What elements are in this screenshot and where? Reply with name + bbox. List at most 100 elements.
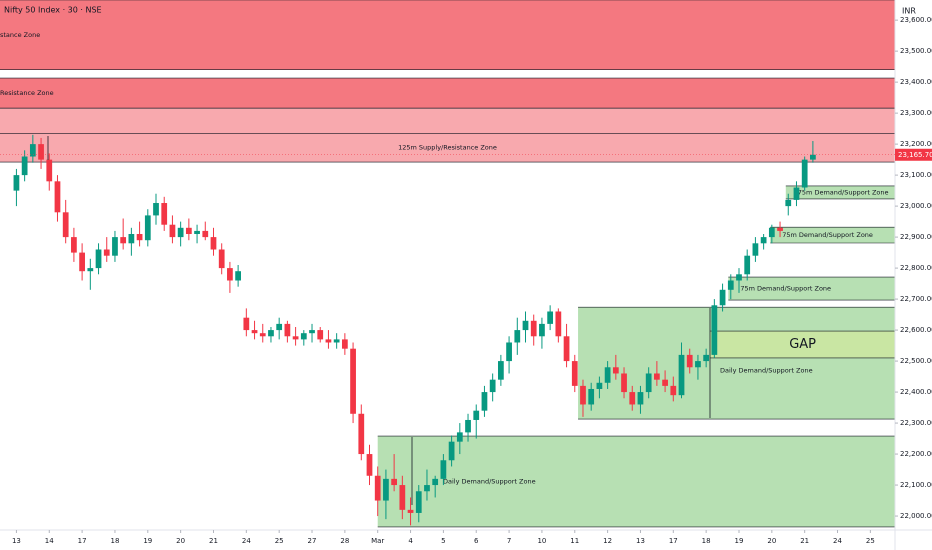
candle-body (588, 388, 595, 405)
zone-label: stance Zone (0, 31, 40, 39)
zone (710, 331, 895, 358)
candle-body (350, 348, 356, 414)
zone (0, 108, 895, 134)
candle-body (300, 333, 307, 340)
x-tick-label: 19 (143, 537, 152, 545)
candle-body (473, 410, 480, 420)
candle-body (227, 268, 233, 281)
y-tick-label: 23,000.00 (900, 202, 932, 210)
candle-body (333, 339, 340, 343)
zone (0, 78, 895, 109)
candle-body (580, 385, 586, 405)
candle-body (366, 454, 373, 476)
candle-body (793, 187, 800, 200)
candle-body (711, 305, 718, 355)
x-tick-label: 17 (78, 537, 87, 545)
x-tick-label: 17 (669, 537, 678, 545)
candle-body (341, 339, 348, 349)
candle-body (112, 237, 118, 256)
candle-body (645, 373, 652, 393)
zone-label: 75m Demand/Support Zone (782, 231, 873, 239)
candle-body (268, 330, 274, 337)
y-tick-label: 22,100.00 (900, 481, 932, 489)
candle-body (235, 271, 241, 281)
candle-body (670, 385, 677, 396)
candle-body (555, 311, 562, 337)
x-tick-label: 27 (308, 537, 317, 545)
candle-body (415, 491, 422, 513)
candle-body (136, 234, 143, 241)
candle-body (87, 268, 94, 272)
zone-label: 75m Demand/Support Zone (740, 285, 831, 293)
candle-body (103, 249, 110, 256)
y-tick-label: 22,200.00 (900, 450, 932, 458)
x-tick-label: 14 (45, 537, 54, 545)
x-tick-label: 18 (702, 537, 711, 545)
y-tick-label: 22,000.00 (900, 512, 932, 520)
last-price-box (895, 148, 932, 161)
candle-body (637, 392, 644, 405)
candle-body (752, 243, 759, 256)
candle-body (695, 361, 701, 368)
candle-body (719, 289, 726, 306)
candle-body (407, 509, 414, 513)
candle-body (383, 478, 389, 501)
y-tick-label: 22,400.00 (900, 388, 932, 396)
plot-area: stance Zone Resistance Zone 125m Supply/Re… (0, 0, 895, 528)
last-price-label: 23,165.70 (898, 151, 932, 159)
annotations (47, 136, 711, 505)
x-tick-label: 13 (12, 537, 21, 545)
zone-label: 75m Demand/Support Zone (798, 188, 889, 196)
x-tick-label: 13 (636, 537, 645, 545)
currency-label: INR (902, 7, 916, 16)
candle-body (79, 252, 85, 272)
y-tick-label: 22,800.00 (900, 264, 932, 272)
zone-label: GAP (789, 337, 816, 352)
zone-label: Daily Demand/Support Zone (443, 477, 536, 485)
candle-body (481, 392, 488, 411)
y-tick-label: 22,600.00 (900, 326, 932, 334)
candle-body (530, 320, 537, 337)
zone (578, 307, 895, 420)
zone (377, 436, 895, 527)
y-tick-label: 23,500.00 (900, 47, 932, 55)
candle-body (46, 159, 53, 182)
candle-body (506, 342, 512, 362)
candle-body (284, 323, 291, 337)
candle-body (612, 367, 619, 374)
candle-body (161, 203, 168, 225)
candle-body (292, 336, 299, 340)
candle-body (251, 330, 258, 334)
candle-body (768, 227, 775, 238)
candle-body (654, 373, 660, 380)
candle-body (153, 203, 159, 216)
candle-body (727, 280, 734, 290)
candle-body (317, 330, 324, 340)
x-tick-label: Mar (371, 537, 384, 545)
y-tick-label: 23,200.00 (900, 140, 932, 148)
candle-body (662, 379, 668, 386)
x-tick-label: 20 (176, 537, 185, 545)
candle-body (448, 441, 455, 461)
zone (785, 185, 895, 199)
x-tick-label: 20 (767, 537, 776, 545)
candle-body (514, 330, 521, 343)
candle-body (736, 274, 742, 281)
chart-title: Nifty 50 Index · 30 · NSE (4, 6, 102, 15)
candle-body (440, 460, 447, 479)
candle-body (95, 249, 102, 269)
x-tick-label: 19 (735, 537, 744, 545)
x-tick-label: 24 (833, 537, 842, 545)
candle-body (629, 392, 636, 405)
x-tick-label: 25 (275, 537, 284, 545)
zone (728, 277, 895, 301)
x-tick-label: 7 (507, 537, 511, 545)
candle-body (38, 144, 44, 160)
candle-body (777, 227, 783, 231)
candle-body (465, 419, 471, 433)
candle-body (432, 478, 439, 486)
candle-body (686, 354, 693, 368)
y-tick-label: 22,500.00 (900, 357, 932, 365)
candle-body (71, 237, 77, 253)
candle-body (309, 330, 315, 334)
